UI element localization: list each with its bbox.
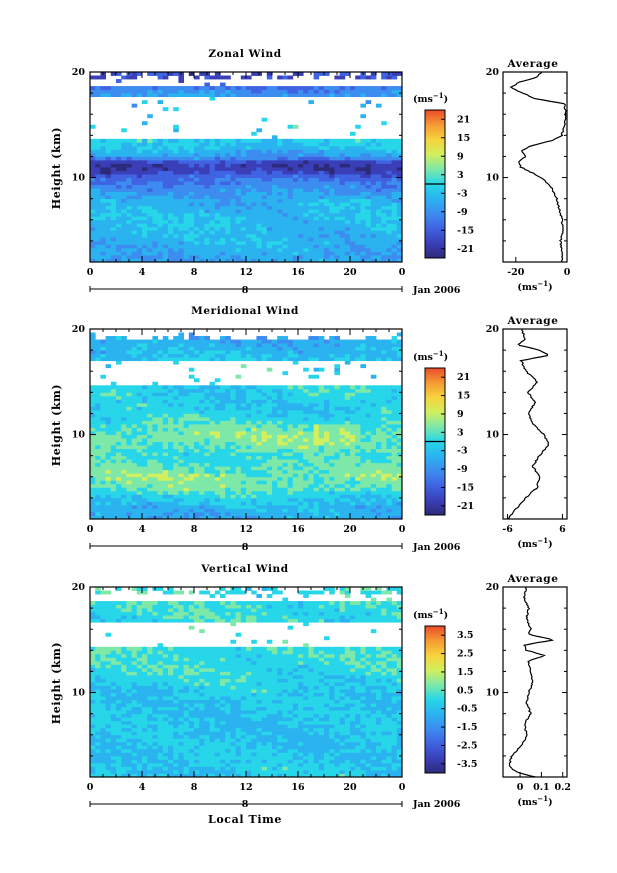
x-tick-label: 0	[87, 782, 94, 793]
colorbar-tick-label: 0.5	[457, 685, 474, 696]
average-x-tick-label: 0.1	[533, 782, 550, 793]
x-tick-label: 8	[191, 524, 198, 535]
zonal-wind-title: Zonal Wind	[208, 48, 281, 60]
colorbar-tick-label: 15	[457, 391, 470, 402]
average-y-tick-label: 10	[486, 688, 500, 699]
heatmap-field	[90, 587, 403, 778]
average-x-tick-label: 0	[564, 267, 571, 278]
x-tick-label: 12	[239, 524, 252, 535]
average-x-tick-label: -6	[502, 524, 513, 535]
average-x-axis-label: (ms−1)	[517, 794, 552, 808]
colorbar-tick-label: -3	[457, 446, 468, 457]
average-x-tick-label: 6	[559, 524, 566, 535]
heatmap-field	[90, 332, 403, 520]
colorbar-tick-label: 1.5	[457, 667, 474, 678]
average-y-tick-label: 10	[486, 173, 500, 184]
y-tick-label: 20	[72, 324, 86, 335]
colorbar-tick-label: -3.5	[457, 759, 477, 770]
x-tick-label: 0	[399, 267, 406, 278]
colorbar-tick-label: -15	[457, 225, 474, 236]
colorbar-tick-label: -1.5	[457, 722, 477, 733]
meridional-average-title: Average	[506, 315, 558, 327]
vertical-y-axis-label: Height (km)	[50, 642, 63, 724]
average-y-tick-label: 20	[486, 582, 500, 593]
colorbar	[424, 625, 446, 774]
x-tick-label: 16	[291, 267, 305, 278]
colorbar-tick-label: 15	[457, 133, 470, 144]
average-profile-line	[509, 71, 567, 263]
average-y-tick-label: 10	[486, 430, 500, 441]
x-tick-label: 0	[399, 782, 406, 793]
colorbar-tick-label: -2.5	[457, 740, 477, 751]
x-tick-label: 12	[239, 782, 252, 793]
meridional-y-axis-label: Height (km)	[50, 384, 63, 466]
average-frame	[502, 71, 568, 263]
x-tick-label: 4	[139, 267, 146, 278]
colorbar-tick-label: 3	[457, 170, 464, 181]
average-x-tick-label: 0	[517, 782, 524, 793]
colorbar-tick-label: -3	[457, 188, 468, 199]
y-tick-label: 20	[72, 582, 86, 593]
colorbar-tick-label: -9	[457, 464, 468, 475]
x-tick-label: 8	[191, 267, 198, 278]
x-tick-label: 16	[291, 524, 305, 535]
zonal-y-axis-label: Height (km)	[50, 127, 63, 209]
zonal-wind-panel: Zonal Wind Average Height (km) Jan 2006 …	[50, 48, 571, 296]
x-axis-label: Local Time	[208, 813, 282, 826]
x-tick-label: 20	[343, 524, 357, 535]
y-tick-label: 10	[72, 173, 86, 184]
colorbar-unit: (ms−1)	[413, 91, 448, 105]
colorbar-tick-label: -21	[457, 244, 474, 255]
average-profile-line	[508, 586, 555, 778]
vertical-wind-panel: Vertical Wind Average Height (km) Jan 20…	[50, 563, 571, 826]
average-x-axis-label: (ms−1)	[517, 536, 552, 550]
vertical-average-title: Average	[506, 573, 558, 585]
colorbar-tick-label: -15	[457, 482, 474, 493]
meridional-day-label: 8	[242, 542, 249, 553]
y-tick-label: 20	[72, 67, 86, 78]
x-tick-label: 4	[139, 524, 146, 535]
meridional-wind-title: Meridional Wind	[191, 305, 299, 317]
average-frame	[502, 328, 568, 520]
heatmap-field	[90, 72, 403, 263]
average-y-tick-label: 20	[486, 324, 500, 335]
zonal-average-title: Average	[506, 58, 558, 70]
average-frame	[502, 586, 568, 778]
x-tick-label: 20	[343, 267, 357, 278]
y-tick-label: 10	[72, 430, 86, 441]
x-tick-label: 20	[343, 782, 357, 793]
colorbar-unit: (ms−1)	[413, 607, 448, 621]
x-tick-label: 0	[399, 524, 406, 535]
x-tick-label: 4	[139, 782, 146, 793]
vertical-wind-title: Vertical Wind	[200, 563, 289, 575]
colorbar-tick-label: -0.5	[457, 704, 477, 715]
x-tick-label: 12	[239, 267, 252, 278]
colorbar-tick-label: 9	[457, 409, 464, 420]
x-tick-label: 16	[291, 782, 305, 793]
colorbar-tick-label: 3.5	[457, 630, 474, 641]
colorbar-tick-label: 21	[457, 114, 470, 125]
y-tick-label: 10	[72, 688, 86, 699]
vertical-date-label: Jan 2006	[412, 799, 461, 810]
colorbar-tick-label: 9	[457, 151, 464, 162]
average-x-tick-label: 0.2	[554, 782, 571, 793]
colorbar-tick-label: 21	[457, 372, 470, 383]
zonal-day-label: 8	[242, 285, 249, 296]
average-x-axis-label: (ms−1)	[517, 279, 552, 293]
meridional-date-label: Jan 2006	[412, 542, 461, 553]
average-profile-line	[507, 328, 550, 520]
average-y-tick-label: 20	[486, 67, 500, 78]
colorbar-tick-label: -21	[457, 501, 474, 512]
average-x-tick-label: -20	[507, 267, 525, 278]
x-tick-label: 8	[191, 782, 198, 793]
zonal-date-label: Jan 2006	[412, 285, 461, 296]
colorbar-tick-label: 2.5	[457, 649, 474, 660]
meridional-wind-panel: Meridional Wind Average Height (km) Jan …	[50, 305, 568, 553]
x-tick-label: 0	[87, 524, 94, 535]
colorbar-unit: (ms−1)	[413, 349, 448, 363]
x-tick-label: 0	[87, 267, 94, 278]
colorbar-tick-label: 3	[457, 427, 464, 438]
colorbar-tick-label: -9	[457, 207, 468, 218]
